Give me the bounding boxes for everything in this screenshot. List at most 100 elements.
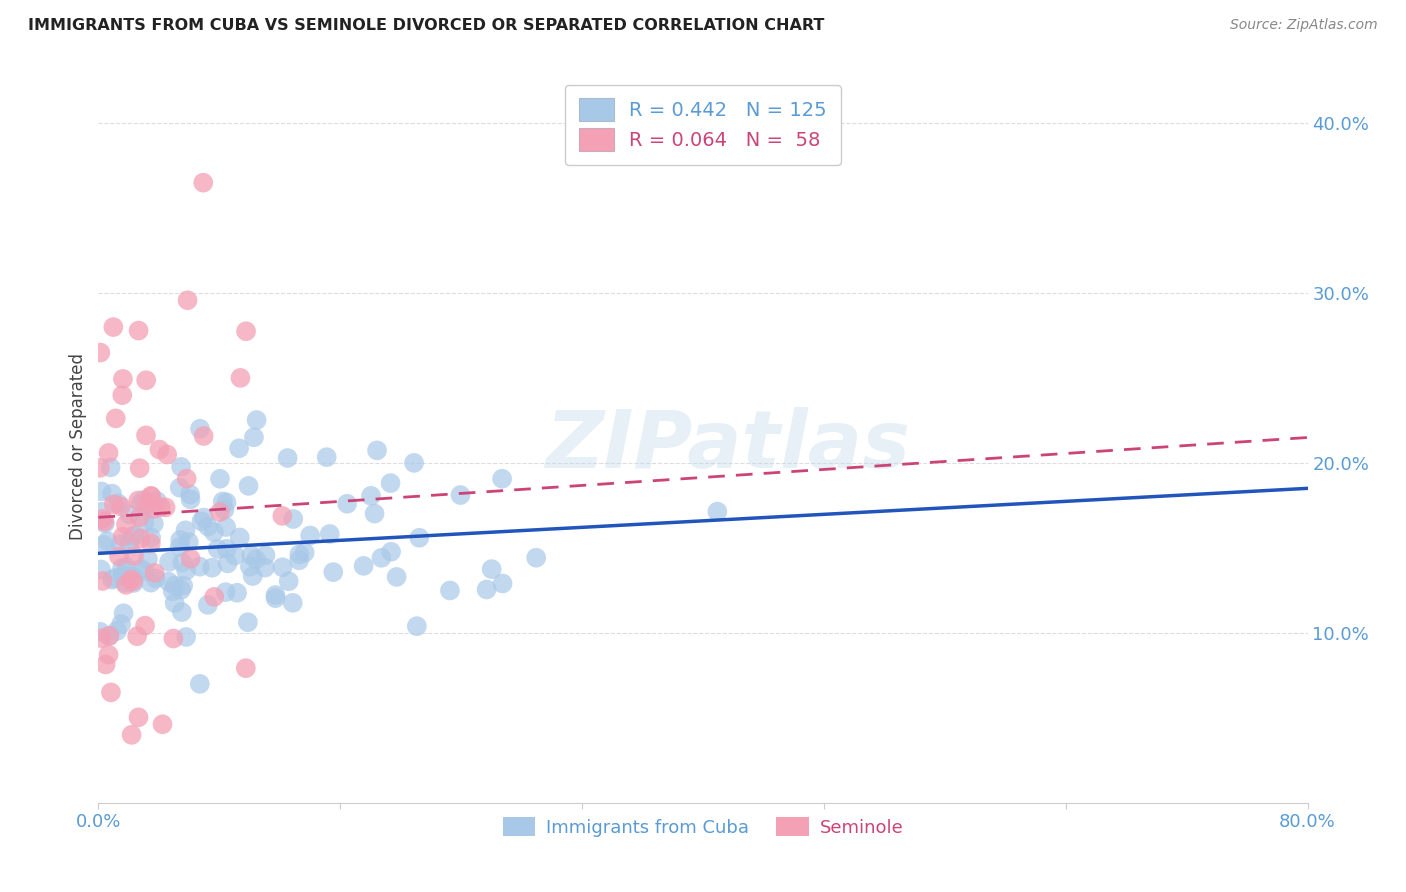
Point: [103, 498, 125, 512]
Legend: Immigrants from Cuba, Seminole: Immigrants from Cuba, Seminole: [495, 810, 911, 844]
Point: [122, 576, 145, 591]
Point: [115, 578, 138, 592]
Point: [128, 324, 150, 338]
Point: [149, 500, 172, 514]
Point: [180, 551, 202, 566]
Point: [111, 388, 134, 402]
Point: [101, 573, 124, 587]
Point: [408, 531, 430, 545]
Point: [110, 500, 132, 514]
Point: [207, 541, 229, 556]
Point: [90, 562, 112, 576]
Point: [143, 566, 166, 580]
Point: [89, 624, 111, 639]
Point: [294, 545, 316, 559]
Point: [169, 533, 191, 547]
Point: [121, 728, 143, 742]
Point: [245, 552, 267, 566]
Point: [475, 582, 498, 597]
Point: [93, 515, 115, 529]
Point: [139, 575, 162, 590]
Point: [405, 619, 427, 633]
Point: [111, 561, 134, 575]
Point: [380, 545, 402, 559]
Point: [193, 429, 215, 443]
Point: [108, 549, 131, 564]
Point: [281, 596, 304, 610]
Point: [97, 446, 120, 460]
Point: [336, 497, 359, 511]
Point: [176, 472, 198, 486]
Point: [190, 514, 212, 528]
Point: [176, 293, 198, 308]
Point: [110, 537, 132, 551]
Point: [208, 505, 231, 519]
Point: [277, 450, 299, 465]
Point: [193, 176, 215, 190]
Point: [366, 443, 388, 458]
Text: Source: ZipAtlas.com: Source: ZipAtlas.com: [1230, 18, 1378, 32]
Point: [118, 508, 141, 522]
Point: [134, 516, 156, 530]
Point: [94, 516, 117, 531]
Point: [139, 536, 162, 550]
Point: [101, 486, 124, 500]
Point: [360, 489, 382, 503]
Point: [180, 492, 202, 507]
Point: [491, 576, 513, 591]
Point: [125, 629, 148, 643]
Point: [111, 569, 134, 583]
Point: [112, 607, 135, 621]
Point: [299, 528, 322, 542]
Point: [135, 428, 157, 442]
Point: [524, 550, 547, 565]
Point: [322, 565, 344, 579]
Point: [156, 448, 179, 462]
Point: [201, 560, 224, 574]
Point: [110, 617, 132, 632]
Point: [169, 481, 191, 495]
Point: [174, 630, 197, 644]
Point: [243, 430, 266, 444]
Point: [162, 584, 184, 599]
Point: [105, 624, 128, 638]
Point: [197, 598, 219, 612]
Point: [117, 569, 139, 583]
Point: [122, 574, 145, 589]
Point: [214, 502, 236, 516]
Point: [148, 442, 170, 457]
Point: [141, 490, 163, 504]
Point: [139, 489, 162, 503]
Point: [128, 510, 150, 524]
Point: [202, 525, 225, 540]
Point: [132, 492, 155, 507]
Point: [226, 586, 249, 600]
Point: [170, 605, 193, 619]
Y-axis label: Divorced or Separated: Divorced or Separated: [69, 352, 87, 540]
Point: [115, 560, 138, 574]
Point: [214, 585, 236, 599]
Point: [215, 520, 238, 534]
Point: [135, 500, 157, 514]
Point: [134, 564, 156, 578]
Point: [385, 570, 408, 584]
Point: [120, 573, 142, 587]
Point: [115, 517, 138, 532]
Point: [134, 618, 156, 632]
Point: [228, 442, 250, 456]
Point: [246, 413, 269, 427]
Text: ZIPatlas: ZIPatlas: [544, 407, 910, 485]
Point: [235, 661, 257, 675]
Point: [193, 510, 215, 524]
Point: [129, 532, 152, 546]
Point: [172, 579, 194, 593]
Point: [142, 516, 165, 531]
Point: [283, 512, 305, 526]
Point: [100, 460, 122, 475]
Point: [363, 507, 385, 521]
Point: [706, 505, 728, 519]
Point: [402, 456, 425, 470]
Point: [124, 528, 146, 542]
Point: [111, 530, 134, 544]
Point: [242, 569, 264, 583]
